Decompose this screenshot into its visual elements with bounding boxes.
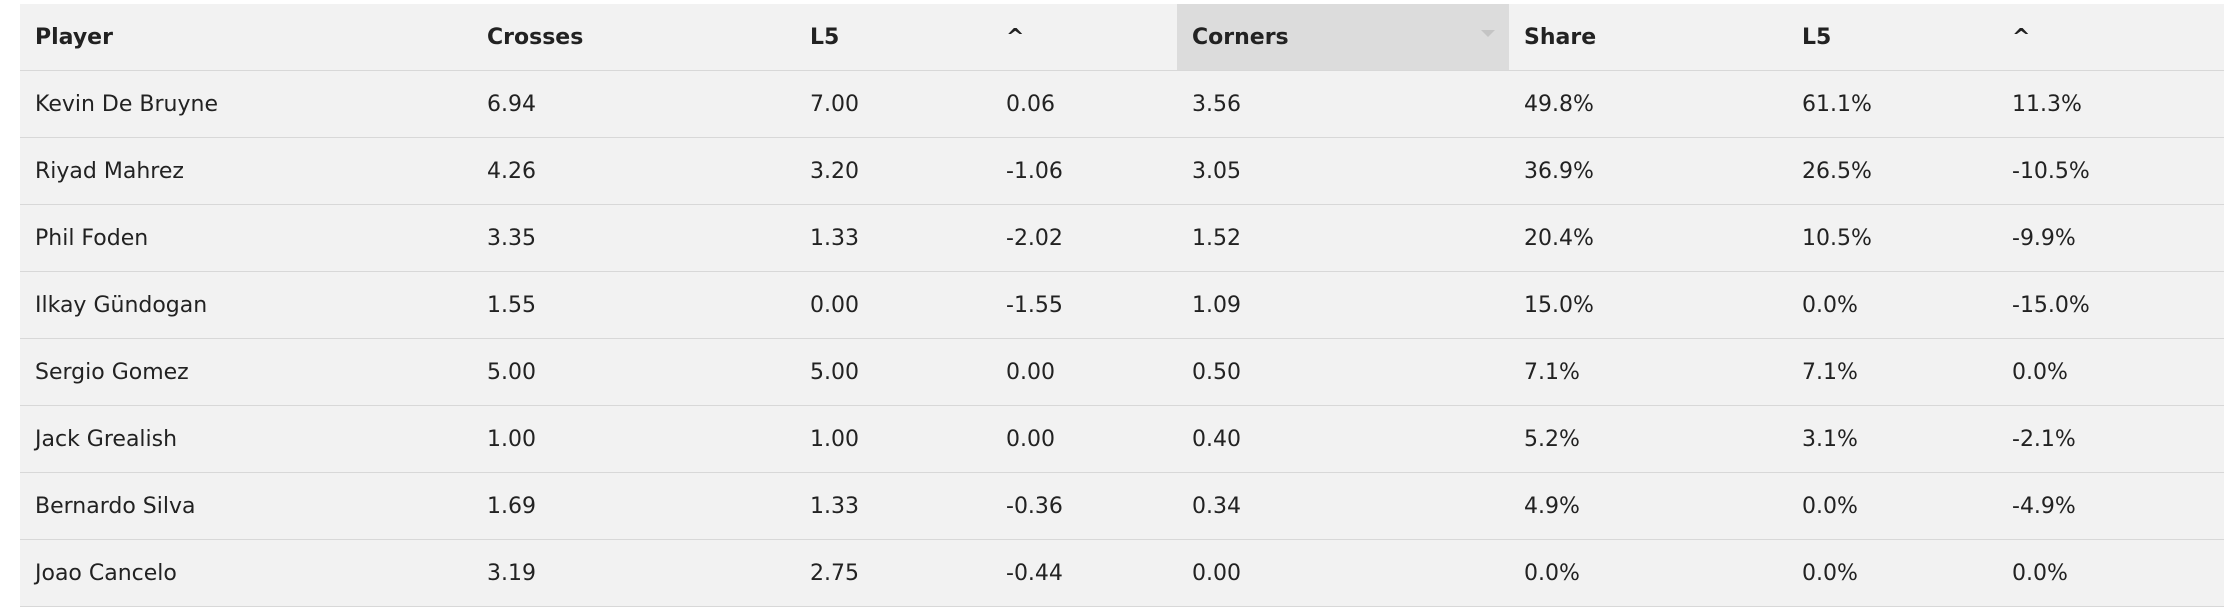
column-header[interactable]: Player (20, 4, 472, 71)
table-row: Phil Foden 3.35 1.33 -2.02 1.52 20.4% 10.5% -9.… (20, 204, 2224, 272)
column-header[interactable]: L5 (795, 4, 991, 71)
stat-cell: 3.19 (472, 539, 795, 607)
player-name: Riyad Mahrez (20, 137, 472, 205)
column-header[interactable]: Crosses (472, 4, 795, 71)
stat-cell: 5.2% (1509, 405, 1787, 473)
stat-cell: 5.00 (472, 338, 795, 406)
stat-cell: 0.0% (1997, 539, 2224, 607)
stat-cell: 1.55 (472, 271, 795, 339)
stat-cell: -10.5% (1997, 137, 2224, 205)
stat-cell: -4.9% (1997, 472, 2224, 540)
stat-cell: 10.5% (1787, 204, 1997, 272)
stat-cell: -1.06 (991, 137, 1177, 205)
stat-cell: 4.9% (1509, 472, 1787, 540)
column-header[interactable]: L5 (1787, 4, 1997, 71)
player-name: Jack Grealish (20, 405, 472, 473)
column-header[interactable]: ^ (1997, 4, 2224, 71)
stat-cell: 1.69 (472, 472, 795, 540)
stat-cell: 0.0% (1997, 338, 2224, 406)
stat-cell: 6.94 (472, 70, 795, 138)
stat-cell: 7.1% (1509, 338, 1787, 406)
table-row: Kevin De Bruyne 6.94 7.00 0.06 3.56 49.8% 61.1… (20, 70, 2224, 138)
stats-table-container: Player Crosses L5 ^ Corners Share L5 ^ Kevin De… (20, 4, 2224, 607)
stat-cell: 1.09 (1177, 271, 1509, 339)
table-row: Sergio Gomez 5.00 5.00 0.00 0.50 7.1% 7.1% 0.0% (20, 338, 2224, 406)
stat-cell: 0.40 (1177, 405, 1509, 473)
player-name: Sergio Gomez (20, 338, 472, 406)
stat-cell: 7.1% (1787, 338, 1997, 406)
player-name: Ilkay Gündogan (20, 271, 472, 339)
stat-cell: 0.06 (991, 70, 1177, 138)
stat-cell: 0.0% (1787, 271, 1997, 339)
table-row: Ilkay Gündogan 1.55 0.00 -1.55 1.09 15.0% 0.0%… (20, 271, 2224, 339)
stat-cell: 0.50 (1177, 338, 1509, 406)
column-header[interactable]: ^ (991, 4, 1177, 71)
table-row: Bernardo Silva 1.69 1.33 -0.36 0.34 4.9% 0.0% -… (20, 472, 2224, 540)
stat-cell: 20.4% (1509, 204, 1787, 272)
stat-cell: 3.20 (795, 137, 991, 205)
stat-cell: -9.9% (1997, 204, 2224, 272)
stat-cell: 61.1% (1787, 70, 1997, 138)
stat-cell: 1.33 (795, 472, 991, 540)
stat-cell: 0.00 (795, 271, 991, 339)
stat-cell: 3.05 (1177, 137, 1509, 205)
stat-cell: -2.1% (1997, 405, 2224, 473)
table-row: Riyad Mahrez 4.26 3.20 -1.06 3.05 36.9% 26.5% -… (20, 137, 2224, 205)
column-header[interactable]: Share (1509, 4, 1787, 71)
stat-cell: -1.55 (991, 271, 1177, 339)
player-name: Kevin De Bruyne (20, 70, 472, 138)
stat-cell: 49.8% (1509, 70, 1787, 138)
stat-cell: 3.56 (1177, 70, 1509, 138)
player-name: Phil Foden (20, 204, 472, 272)
stat-cell: 5.00 (795, 338, 991, 406)
stat-cell: 26.5% (1787, 137, 1997, 205)
table-row: Joao Cancelo 3.19 2.75 -0.44 0.00 0.0% 0.0% 0.0… (20, 539, 2224, 607)
stat-cell: 0.0% (1787, 472, 1997, 540)
stat-cell: 3.1% (1787, 405, 1997, 473)
stat-cell: 11.3% (1997, 70, 2224, 138)
stat-cell: 7.00 (795, 70, 991, 138)
stat-cell: 0.0% (1787, 539, 1997, 607)
stat-cell: 0.0% (1509, 539, 1787, 607)
stat-cell: -0.36 (991, 472, 1177, 540)
stat-cell: 0.00 (991, 405, 1177, 473)
stat-cell: -2.02 (991, 204, 1177, 272)
table-row: Jack Grealish 1.00 1.00 0.00 0.40 5.2% 3.1% -2.… (20, 405, 2224, 473)
player-name: Bernardo Silva (20, 472, 472, 540)
stat-cell: 15.0% (1509, 271, 1787, 339)
header-row: Player Crosses L5 ^ Corners Share L5 ^ (20, 4, 2224, 71)
column-header[interactable]: Corners (1177, 4, 1509, 71)
stat-cell: 3.35 (472, 204, 795, 272)
stats-table: Player Crosses L5 ^ Corners Share L5 ^ Kevin De… (20, 4, 2224, 607)
stat-cell: 1.00 (472, 405, 795, 473)
stat-cell: -15.0% (1997, 271, 2224, 339)
stat-cell: 36.9% (1509, 137, 1787, 205)
stat-cell: 1.33 (795, 204, 991, 272)
player-name: Joao Cancelo (20, 539, 472, 607)
stat-cell: 4.26 (472, 137, 795, 205)
stat-cell: 0.34 (1177, 472, 1509, 540)
stat-cell: 0.00 (1177, 539, 1509, 607)
stat-cell: 0.00 (991, 338, 1177, 406)
table-body: Kevin De Bruyne 6.94 7.00 0.06 3.56 49.8% 61.1… (20, 70, 2224, 607)
stat-cell: 2.75 (795, 539, 991, 607)
stat-cell: 1.52 (1177, 204, 1509, 272)
stat-cell: 1.00 (795, 405, 991, 473)
stat-cell: -0.44 (991, 539, 1177, 607)
